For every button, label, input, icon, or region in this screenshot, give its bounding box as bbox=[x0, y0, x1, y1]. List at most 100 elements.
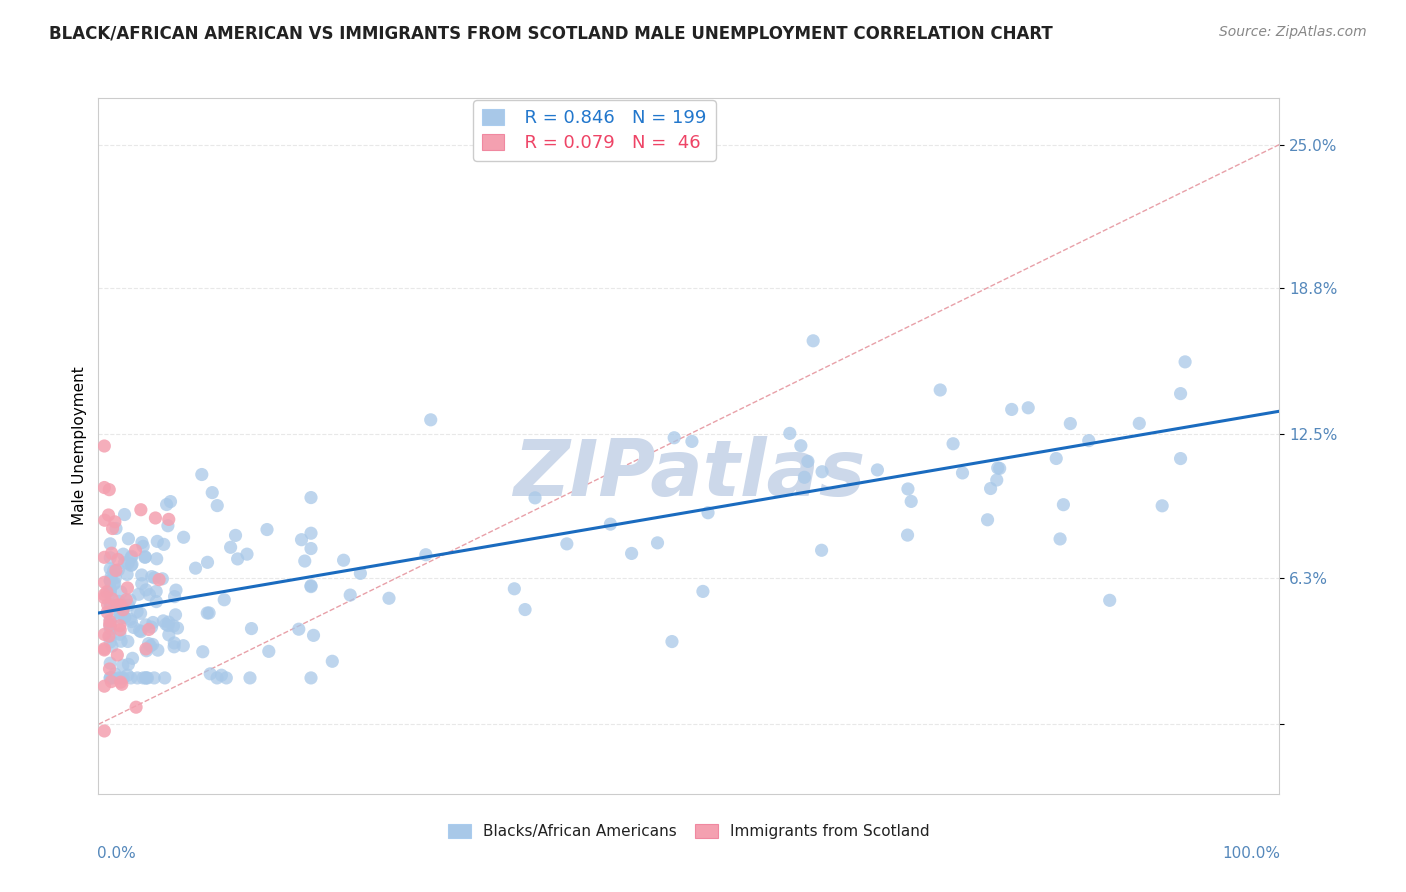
Point bbox=[104, 667, 127, 681]
Point bbox=[349, 566, 371, 581]
Point bbox=[810, 543, 832, 558]
Point bbox=[197, 555, 219, 569]
Point bbox=[142, 637, 165, 651]
Point bbox=[98, 614, 121, 628]
Point bbox=[121, 558, 143, 572]
Point bbox=[134, 550, 156, 565]
Point bbox=[97, 508, 120, 522]
Point bbox=[100, 674, 122, 689]
Point bbox=[93, 481, 115, 495]
Point bbox=[332, 553, 354, 567]
Point bbox=[524, 491, 547, 505]
Point bbox=[101, 639, 124, 653]
Point bbox=[165, 607, 187, 622]
Point bbox=[1059, 417, 1081, 431]
Point bbox=[143, 571, 166, 585]
Point bbox=[647, 536, 669, 550]
Point bbox=[239, 671, 262, 685]
Point bbox=[299, 526, 322, 541]
Point bbox=[98, 671, 121, 685]
Point bbox=[692, 584, 714, 599]
Point bbox=[93, 439, 115, 453]
Point bbox=[135, 644, 157, 658]
Point bbox=[156, 518, 179, 533]
Point bbox=[145, 594, 167, 608]
Point bbox=[98, 574, 121, 588]
Point bbox=[131, 535, 153, 549]
Point bbox=[339, 588, 361, 602]
Point bbox=[1098, 593, 1121, 607]
Point bbox=[128, 587, 150, 601]
Point bbox=[139, 639, 162, 653]
Point bbox=[120, 612, 142, 626]
Point bbox=[205, 671, 228, 685]
Point bbox=[110, 599, 132, 613]
Point bbox=[157, 512, 180, 526]
Point bbox=[129, 624, 152, 639]
Point bbox=[104, 576, 127, 591]
Point bbox=[98, 550, 121, 565]
Point bbox=[93, 627, 115, 641]
Point bbox=[93, 588, 115, 602]
Point bbox=[98, 635, 121, 649]
Point bbox=[131, 568, 153, 582]
Point bbox=[900, 494, 922, 508]
Point bbox=[419, 413, 441, 427]
Point bbox=[209, 668, 232, 682]
Point bbox=[117, 599, 139, 613]
Point bbox=[121, 549, 143, 564]
Point bbox=[101, 591, 124, 606]
Point bbox=[93, 723, 115, 738]
Point bbox=[1170, 451, 1192, 466]
Point bbox=[93, 679, 115, 693]
Point bbox=[897, 482, 920, 496]
Point bbox=[103, 577, 125, 591]
Point bbox=[1170, 386, 1192, 401]
Point bbox=[191, 467, 214, 482]
Point bbox=[257, 644, 280, 658]
Point bbox=[108, 618, 131, 632]
Point bbox=[98, 562, 121, 576]
Point bbox=[661, 634, 683, 648]
Point bbox=[93, 513, 115, 527]
Point bbox=[122, 620, 145, 634]
Point bbox=[103, 564, 125, 578]
Point bbox=[120, 558, 142, 573]
Point bbox=[1174, 355, 1197, 369]
Point bbox=[98, 483, 121, 497]
Point bbox=[697, 506, 720, 520]
Point bbox=[138, 636, 160, 650]
Point bbox=[117, 657, 139, 672]
Text: BLACK/AFRICAN AMERICAN VS IMMIGRANTS FROM SCOTLAND MALE UNEMPLOYMENT CORRELATION: BLACK/AFRICAN AMERICAN VS IMMIGRANTS FRO… bbox=[49, 25, 1053, 43]
Point bbox=[866, 463, 889, 477]
Point bbox=[107, 552, 129, 566]
Point bbox=[1017, 401, 1039, 415]
Point bbox=[112, 603, 135, 617]
Point bbox=[117, 634, 139, 648]
Point bbox=[378, 591, 401, 606]
Point bbox=[415, 548, 437, 562]
Point bbox=[134, 549, 156, 564]
Point bbox=[1049, 532, 1071, 546]
Point bbox=[146, 643, 169, 657]
Point bbox=[141, 569, 163, 583]
Point bbox=[117, 556, 139, 570]
Point bbox=[620, 546, 643, 560]
Point bbox=[198, 606, 221, 620]
Point bbox=[98, 619, 121, 633]
Point bbox=[110, 585, 132, 599]
Point bbox=[138, 623, 160, 637]
Point bbox=[135, 671, 157, 685]
Point bbox=[929, 383, 952, 397]
Point bbox=[135, 618, 157, 632]
Point bbox=[166, 621, 188, 635]
Point bbox=[120, 615, 142, 629]
Point bbox=[135, 582, 157, 597]
Point bbox=[793, 470, 815, 484]
Point bbox=[100, 569, 122, 583]
Point bbox=[1077, 434, 1099, 448]
Point bbox=[120, 550, 142, 565]
Point bbox=[112, 547, 135, 561]
Point bbox=[98, 582, 121, 596]
Point bbox=[157, 615, 180, 629]
